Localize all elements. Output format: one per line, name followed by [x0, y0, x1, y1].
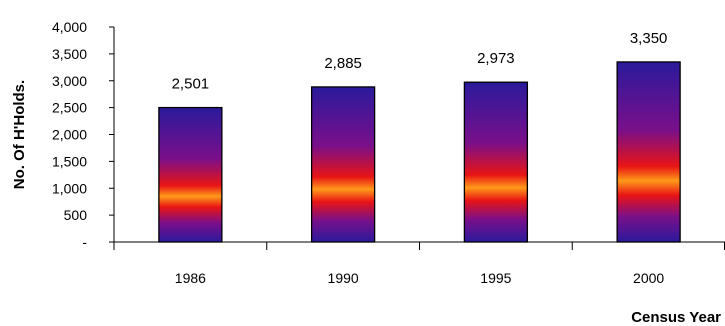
- bar-1995: [463, 81, 529, 243]
- y-tick-label: -: [82, 234, 87, 250]
- data-label-1990: 2,885: [324, 55, 362, 72]
- x-tick-label-1995: 1995: [480, 270, 511, 286]
- y-tick-label: 2,000: [52, 127, 87, 143]
- y-tick-label: 4,000: [52, 19, 87, 35]
- data-label-2000: 3,350: [630, 30, 668, 47]
- x-tick-label-2000: 2000: [633, 270, 664, 286]
- x-axis-title: Census Year: [631, 309, 721, 326]
- plot-area: - 500 1,000 1,500 2,000 2,500 3,000 3,500 4,000 2…: [52, 19, 725, 286]
- x-tick-label-1986: 1986: [175, 270, 206, 286]
- data-label-1986: 2,501: [172, 76, 210, 93]
- y-tick-label: 3,500: [52, 46, 87, 62]
- y-tick-label: 500: [64, 207, 88, 223]
- bar-1986: [158, 106, 223, 243]
- bar-1990: [310, 86, 376, 243]
- y-tick-label: 1,500: [52, 153, 87, 169]
- y-axis-title: No. Of H'Holds.: [11, 80, 28, 189]
- x-tick-label-1990: 1990: [328, 270, 359, 286]
- data-label-1995: 2,973: [477, 50, 515, 67]
- y-tick-label: 2,500: [52, 100, 87, 116]
- y-tick-label: 1,000: [52, 180, 87, 196]
- y-tick-label: 3,000: [52, 73, 87, 89]
- bar-2000: [616, 61, 681, 243]
